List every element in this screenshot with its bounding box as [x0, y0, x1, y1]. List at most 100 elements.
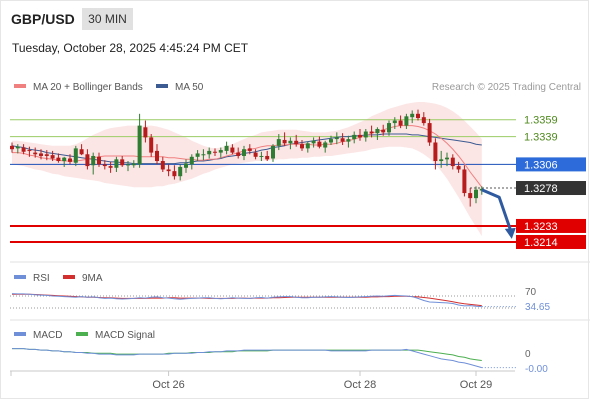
candle-body [363, 131, 368, 138]
candle-body [340, 138, 345, 142]
candle [456, 161, 461, 173]
candle-body [27, 150, 32, 152]
candle [73, 145, 78, 167]
candle-body [39, 153, 43, 156]
candlesticks [10, 109, 484, 207]
candle-body [73, 148, 78, 163]
candle-body [439, 159, 444, 162]
candle-body [85, 154, 90, 167]
candle [236, 147, 241, 159]
ma50-legend-label: MA 50 [175, 82, 204, 93]
candle-body [102, 164, 107, 167]
current-price-tag [516, 181, 586, 196]
timeframe-badge[interactable] [82, 8, 133, 30]
candle-body [189, 156, 194, 165]
candle [172, 165, 177, 180]
candle-body [10, 145, 14, 150]
macd-panel: MACD MACD Signal 0 -0.00 [12, 330, 548, 375]
macd-zero-label: 0 [525, 349, 531, 360]
macd-legend-swatch [14, 332, 26, 336]
ma50-legend-swatch [156, 84, 168, 88]
candle [108, 161, 113, 173]
support-label: 1.3214 [524, 237, 558, 249]
candle [143, 120, 148, 143]
candle [450, 154, 455, 170]
credit-label: Research © 2025 Trading Central [432, 82, 581, 93]
candle-body [224, 145, 229, 151]
candle-body [62, 157, 67, 162]
candle-body [392, 120, 397, 124]
candle-body [126, 164, 130, 166]
time-axis-tick-label: Oct 28 [344, 379, 376, 391]
candle [259, 151, 264, 162]
candle-body [242, 149, 246, 156]
candle [317, 136, 322, 149]
candle [247, 144, 252, 155]
candle-body [137, 125, 142, 165]
candle [288, 137, 293, 150]
candle [352, 131, 357, 144]
candle-body [265, 155, 270, 160]
candle-body [404, 116, 409, 126]
timeframe-label: 30 MIN [88, 12, 127, 26]
support-label: 1.3233 [524, 221, 558, 233]
time-axis-tick-label: Oct 29 [460, 379, 492, 391]
candle [294, 134, 299, 147]
candle [276, 134, 281, 151]
bollinger-band-area [12, 102, 482, 237]
candle [149, 134, 154, 157]
macd-signal-legend-label: MACD Signal [95, 330, 155, 341]
candle-body [21, 147, 26, 152]
candle-body [305, 143, 310, 149]
candle-body [323, 142, 328, 148]
macd-line [12, 348, 482, 369]
candle [468, 188, 473, 207]
candle [56, 153, 61, 163]
candle [329, 135, 333, 146]
candle [97, 152, 101, 167]
candle-body [195, 153, 200, 157]
macd-signal-legend-swatch [76, 332, 88, 336]
candle-body [334, 137, 339, 140]
candle-body [421, 117, 426, 124]
support-tag [516, 218, 586, 233]
candle-body [462, 169, 467, 194]
candle [120, 155, 125, 167]
candle [102, 160, 107, 170]
candle-body [427, 123, 432, 143]
candle [126, 161, 130, 172]
macd-lines [12, 348, 516, 369]
candle [184, 159, 188, 173]
macd-current-label: -0.00 [525, 364, 548, 375]
candle-body [294, 140, 299, 145]
rsi-ma-legend-label: 9MA [82, 273, 103, 284]
candle-body [433, 142, 438, 162]
candle [207, 147, 212, 159]
candle [253, 149, 258, 160]
candle [21, 144, 26, 155]
candle-body [450, 157, 455, 167]
candle-body [282, 139, 287, 144]
candle-body [468, 193, 473, 199]
candle [242, 145, 246, 161]
candle-body [15, 146, 20, 149]
time-axis: Oct 26 Oct 28 Oct 29 [10, 370, 515, 391]
candle [323, 140, 328, 153]
candle-body [474, 189, 478, 199]
candle-body [184, 163, 188, 168]
candle [363, 128, 368, 142]
main-legend: MA 20 + Bollinger Bands MA 50 Research ©… [14, 82, 581, 93]
candle [282, 132, 287, 146]
candle-body [317, 141, 322, 147]
candle [439, 150, 444, 168]
candle [85, 149, 90, 170]
candle [271, 144, 275, 162]
candle [404, 113, 409, 129]
candle [201, 149, 206, 161]
candle-body [201, 154, 206, 156]
candle-body [236, 152, 241, 156]
candle-body [108, 166, 113, 168]
candle [421, 112, 426, 126]
candle [137, 113, 142, 168]
